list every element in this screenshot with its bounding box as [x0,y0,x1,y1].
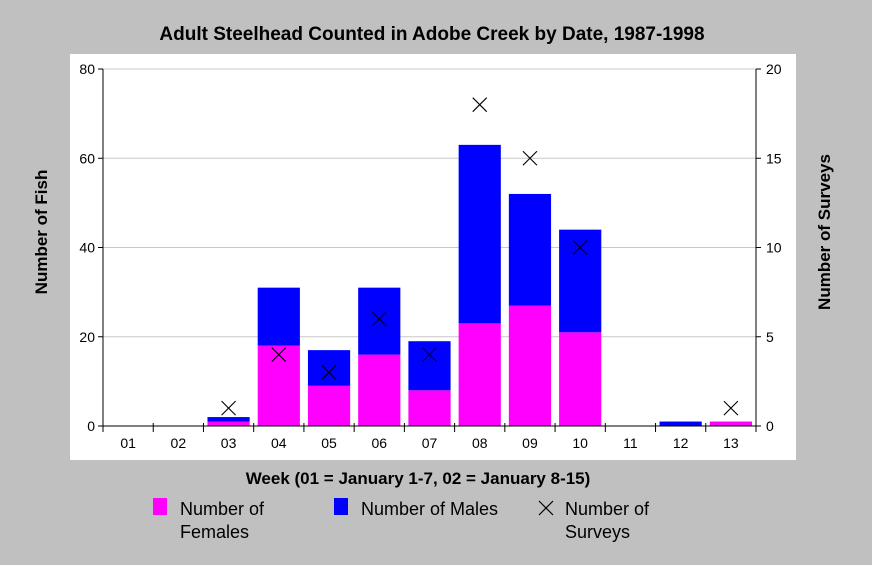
survey-marker-stroke [221,400,236,416]
x-tick-label: 01 [120,435,136,451]
x-tick-label: 05 [321,435,337,451]
bar-males [408,341,451,391]
legend-label-females-line1: Number of [180,499,265,519]
legend-label-females-line2: Females [180,522,249,542]
survey-marker [271,347,287,362]
bar-males [508,193,552,306]
x-tick-label: 12 [673,435,689,451]
legend: Number of Females Number of Males Number… [153,498,650,542]
bar-males [257,287,300,346]
bar-females [709,421,752,426]
bar-females [257,345,300,426]
y2-tick-label: 15 [766,150,782,166]
right-axis-ticks: 0 5 10 15 20 [756,61,782,434]
survey-marker-stroke [572,240,588,255]
x-tick-label: 06 [371,435,387,451]
legend-swatch-females [153,498,167,515]
survey-marker [723,400,739,416]
y2-tick-label: 10 [766,240,782,256]
survey-marker-stroke [321,365,337,380]
survey-marker [371,311,387,327]
survey-marker-stroke [371,311,387,327]
y-tick-label: 60 [79,150,95,166]
bar-females [307,385,351,426]
bar-females [508,305,552,426]
y-tick-label: 0 [87,418,95,434]
x-tick-label: 07 [422,435,438,451]
bar-males [659,421,702,426]
x-tick-label: 11 [623,435,638,451]
x-tick-label: 03 [221,435,237,451]
bar-males [458,144,501,324]
x-tick-label: 13 [723,435,739,451]
bar-males [307,350,351,386]
survey-marker-stroke [472,97,488,113]
survey-marker [472,97,488,113]
survey-marker-stroke [723,400,739,416]
bars [207,144,752,426]
bar-males [207,417,250,422]
bar-females [458,323,501,426]
x-axis-ticks: 01 02 03 04 05 06 07 08 09 10 11 12 13 [102,423,757,451]
survey-marker [321,365,337,380]
y2-axis-title: Number of Surveys [815,154,834,310]
survey-marker-stroke [422,347,437,362]
y2-tick-label: 20 [766,61,782,77]
x-tick-label: 08 [472,435,488,451]
legend-label-males: Number of Males [361,499,498,519]
y-tick-label: 20 [79,329,95,345]
survey-marker [572,240,588,255]
bar-females [408,390,451,426]
x-tick-label: 09 [522,435,538,451]
y2-tick-label: 0 [766,418,774,434]
y2-tick-label: 5 [766,329,774,345]
survey-marker-stroke [271,347,287,362]
gridlines [103,68,756,338]
x-axis-title: Week (01 = January 1-7, 02 = January 8-1… [246,469,591,488]
x-tick-label: 02 [171,435,187,451]
bar-males [358,287,401,355]
legend-label-surveys-line2: Surveys [565,522,630,542]
legend-marker-surveys [538,500,554,516]
x-tick-label: 04 [271,435,287,451]
survey-marker [221,400,236,416]
bar-females [207,421,250,426]
bar-females [358,354,401,426]
y-tick-label: 40 [79,240,95,256]
x-tick-label: 10 [572,435,588,451]
legend-swatch-males [334,498,348,515]
chart-title: Adult Steelhead Counted in Adobe Creek b… [159,24,704,45]
bar-males [559,229,602,333]
survey-marker [522,150,538,166]
survey-marker-stroke [522,150,538,166]
left-axis-ticks: 0 20 40 60 80 [79,61,103,434]
survey-markers [221,97,739,416]
y-axis-title: Number of Fish [32,170,51,295]
legend-label-surveys-line1: Number of [565,499,650,519]
bar-females [559,332,602,426]
y-tick-label: 80 [79,61,95,77]
survey-marker [422,347,437,362]
